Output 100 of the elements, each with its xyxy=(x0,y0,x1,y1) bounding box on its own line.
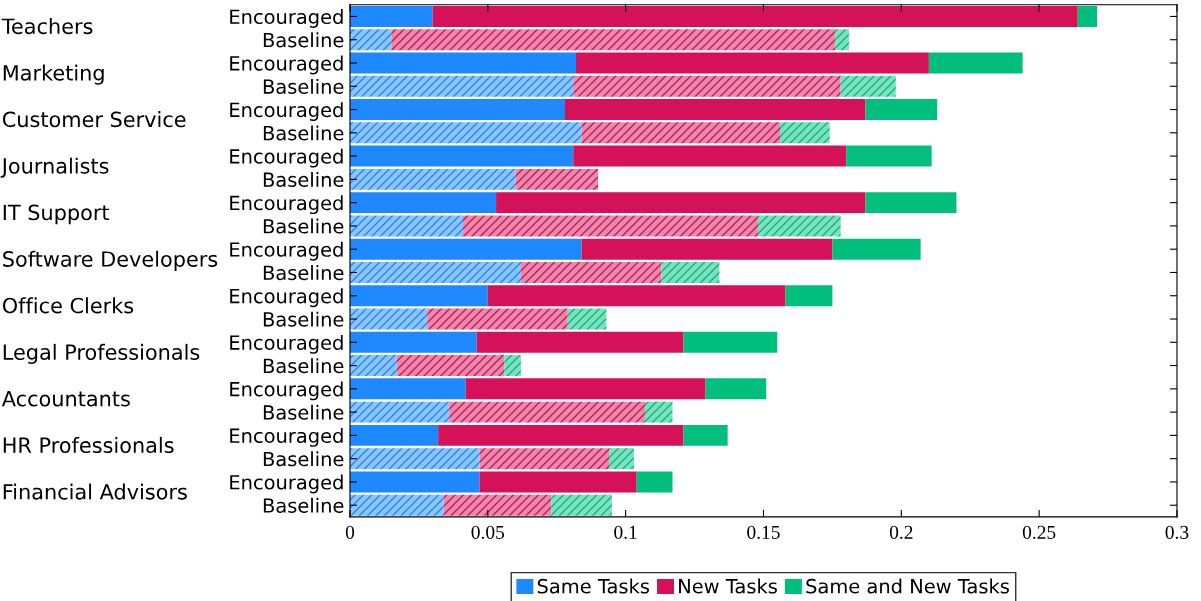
x-tick-label: 0.15 xyxy=(747,525,780,539)
bar xyxy=(865,192,957,214)
bar xyxy=(349,75,574,97)
y-tick-label: Baseline xyxy=(263,78,344,94)
bar xyxy=(780,122,830,144)
bar xyxy=(573,75,841,97)
x-tick-label: 0 xyxy=(345,525,355,539)
bar xyxy=(573,145,847,167)
bar xyxy=(349,331,477,353)
y-tick-label: Encouraged xyxy=(230,428,343,447)
bar xyxy=(504,355,521,377)
bar xyxy=(349,262,521,283)
bar xyxy=(349,494,444,516)
legend-label: New Tasks xyxy=(679,578,777,594)
y-tick-label: Baseline xyxy=(263,311,344,327)
text: Teachers xyxy=(1,18,93,35)
bar xyxy=(757,215,841,237)
bar xyxy=(349,308,428,330)
bar xyxy=(520,262,662,283)
text: IT Support xyxy=(3,204,110,225)
bar xyxy=(564,99,866,121)
text: Customer Service xyxy=(2,111,186,128)
bar xyxy=(840,75,896,97)
bar xyxy=(349,285,488,307)
y-tick-label: Encouraged xyxy=(230,474,343,494)
bar xyxy=(349,29,392,51)
text: Accountants xyxy=(1,391,130,407)
bar xyxy=(609,448,634,470)
bar xyxy=(349,401,450,423)
bar xyxy=(349,192,497,214)
bar xyxy=(705,378,767,400)
y-tick-label: Baseline xyxy=(263,404,344,420)
bar xyxy=(463,215,758,237)
bar xyxy=(349,99,565,121)
y-tick-label: Baseline xyxy=(263,32,344,48)
bar xyxy=(581,238,833,260)
y-tick-label: Encouraged xyxy=(230,195,343,215)
y-tick-label: Baseline xyxy=(263,358,344,374)
bar xyxy=(479,471,637,493)
y-tick-label: Encouraged xyxy=(230,102,343,121)
bar xyxy=(465,378,706,400)
bar xyxy=(476,331,684,353)
y-tick-label: Encouraged xyxy=(230,9,343,28)
bar xyxy=(396,355,505,377)
bar xyxy=(349,355,397,377)
bar xyxy=(1077,5,1098,27)
text: Software Developers xyxy=(3,250,218,271)
text: Legal Professionals xyxy=(3,343,200,365)
bar xyxy=(567,308,607,330)
bar xyxy=(496,192,866,214)
bar xyxy=(349,215,463,237)
bar xyxy=(349,168,516,190)
bar xyxy=(683,331,778,353)
x-tick-label: 0.05 xyxy=(471,525,505,539)
y-tick-label: Encouraged xyxy=(230,55,343,75)
bar xyxy=(581,122,781,144)
bar xyxy=(349,424,439,446)
legend-label: Same and New Tasks xyxy=(806,578,1009,594)
bar xyxy=(487,285,786,307)
bar xyxy=(349,448,480,470)
y-tick-label: Encouraged xyxy=(230,381,343,401)
bar xyxy=(349,238,582,260)
x-tick-label: 0.25 xyxy=(1022,525,1056,539)
bar xyxy=(349,52,577,74)
y-tick-label: Encouraged xyxy=(230,241,343,261)
x-tick-label: 0.1 xyxy=(614,525,637,539)
text: Journalists xyxy=(0,157,109,178)
y-tick-label: Encouraged xyxy=(230,334,343,354)
bar xyxy=(832,238,921,260)
bar xyxy=(349,378,466,400)
bar xyxy=(438,424,684,446)
text: Marketing xyxy=(3,64,104,85)
legend-label: Same Tasks xyxy=(537,578,649,594)
bar xyxy=(391,29,836,51)
y-tick-label: Encouraged xyxy=(230,288,343,308)
bar xyxy=(785,285,833,307)
bar xyxy=(443,494,552,516)
x-tick-label: 0.3 xyxy=(1165,525,1189,539)
bar xyxy=(835,29,849,51)
y-tick-label: Baseline xyxy=(263,451,344,467)
bar xyxy=(865,99,938,121)
bar xyxy=(479,448,610,470)
y-tick-label: Baseline xyxy=(263,265,344,281)
text: Financial Advisors xyxy=(3,483,187,500)
y-tick-label: Baseline xyxy=(263,125,344,141)
y-tick-label: Baseline xyxy=(263,171,344,188)
bar xyxy=(928,52,1023,74)
bar xyxy=(636,471,673,493)
bar xyxy=(661,262,720,283)
bar xyxy=(551,494,612,516)
bar xyxy=(432,5,1078,27)
bar xyxy=(846,145,932,167)
bar xyxy=(349,145,574,167)
y-tick-label: Baseline xyxy=(263,218,344,234)
bar xyxy=(349,122,582,144)
bar xyxy=(515,168,599,190)
text: HR Professionals xyxy=(3,436,174,454)
bar xyxy=(644,401,673,423)
bar xyxy=(349,5,433,27)
x-tick-label: 0.2 xyxy=(889,525,913,539)
